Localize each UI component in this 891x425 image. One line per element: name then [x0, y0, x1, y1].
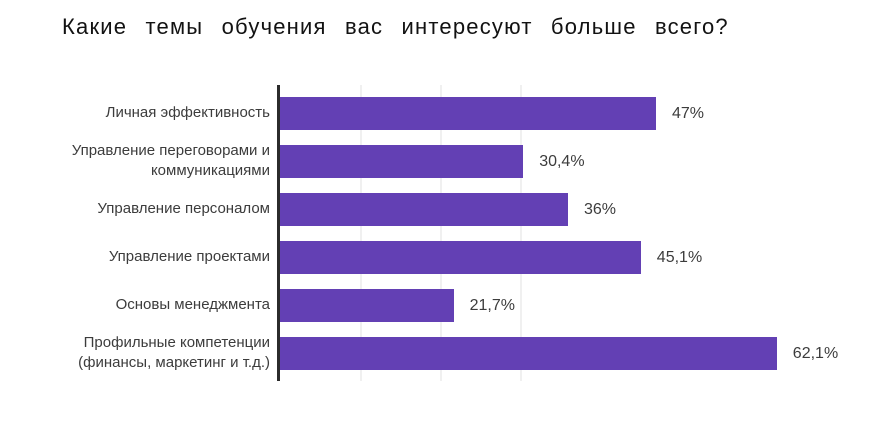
y-axis-line: [277, 85, 280, 381]
bar: [280, 288, 454, 322]
category-label: Личная эффективность: [105, 104, 270, 122]
category-label: Профильные компетенции (финансы, маркетин…: [78, 334, 270, 371]
bar-chart: Личная эффективность 47% Управление перего…: [0, 85, 891, 381]
bar: [280, 96, 656, 130]
value-label: 62,1%: [792, 344, 839, 362]
value-label: 21,7%: [469, 296, 515, 314]
bar-track: 36%: [277, 192, 891, 226]
gridline: [440, 85, 442, 381]
bar-rows: Личная эффективность 47% Управление перего…: [0, 89, 891, 377]
category-label: Управление персоналом: [97, 200, 270, 218]
bar-track: 47%: [277, 96, 891, 130]
bar: [280, 336, 777, 370]
gridline: [360, 85, 362, 381]
bar-row: Профильные компетенции (финансы, маркетин…: [0, 329, 891, 377]
bar: [280, 192, 568, 226]
bar-track: 21,7%: [277, 288, 891, 322]
bar-row: Управление персоналом 36%: [0, 185, 891, 233]
bar-row: Личная эффективность 47%: [0, 89, 891, 137]
category-label: Управление переговорами и коммуникациями: [71, 142, 270, 179]
bar-row: Управление переговорами и коммуникациями 3…: [0, 137, 891, 185]
value-label: 36%: [584, 200, 617, 218]
bar-row: Управление проектами 45,1%: [0, 233, 891, 281]
bar-track: 45,1%: [277, 240, 891, 274]
category-label: Управление проектами: [108, 248, 270, 266]
bar: [280, 144, 524, 178]
value-label: 30,4%: [539, 152, 585, 170]
bar-track: 30,4%: [277, 144, 891, 178]
category-label: Основы менеджмента: [115, 296, 270, 314]
chart-title: Какие темы обучения вас интересуют больш…: [62, 14, 729, 39]
value-label: 45,1%: [656, 248, 703, 266]
bar-row: Основы менеджмента 21,7%: [0, 281, 891, 329]
gridline: [520, 85, 522, 381]
value-label: 47%: [672, 104, 705, 122]
bar: [280, 240, 641, 274]
bar-track: 62,1%: [277, 336, 891, 370]
